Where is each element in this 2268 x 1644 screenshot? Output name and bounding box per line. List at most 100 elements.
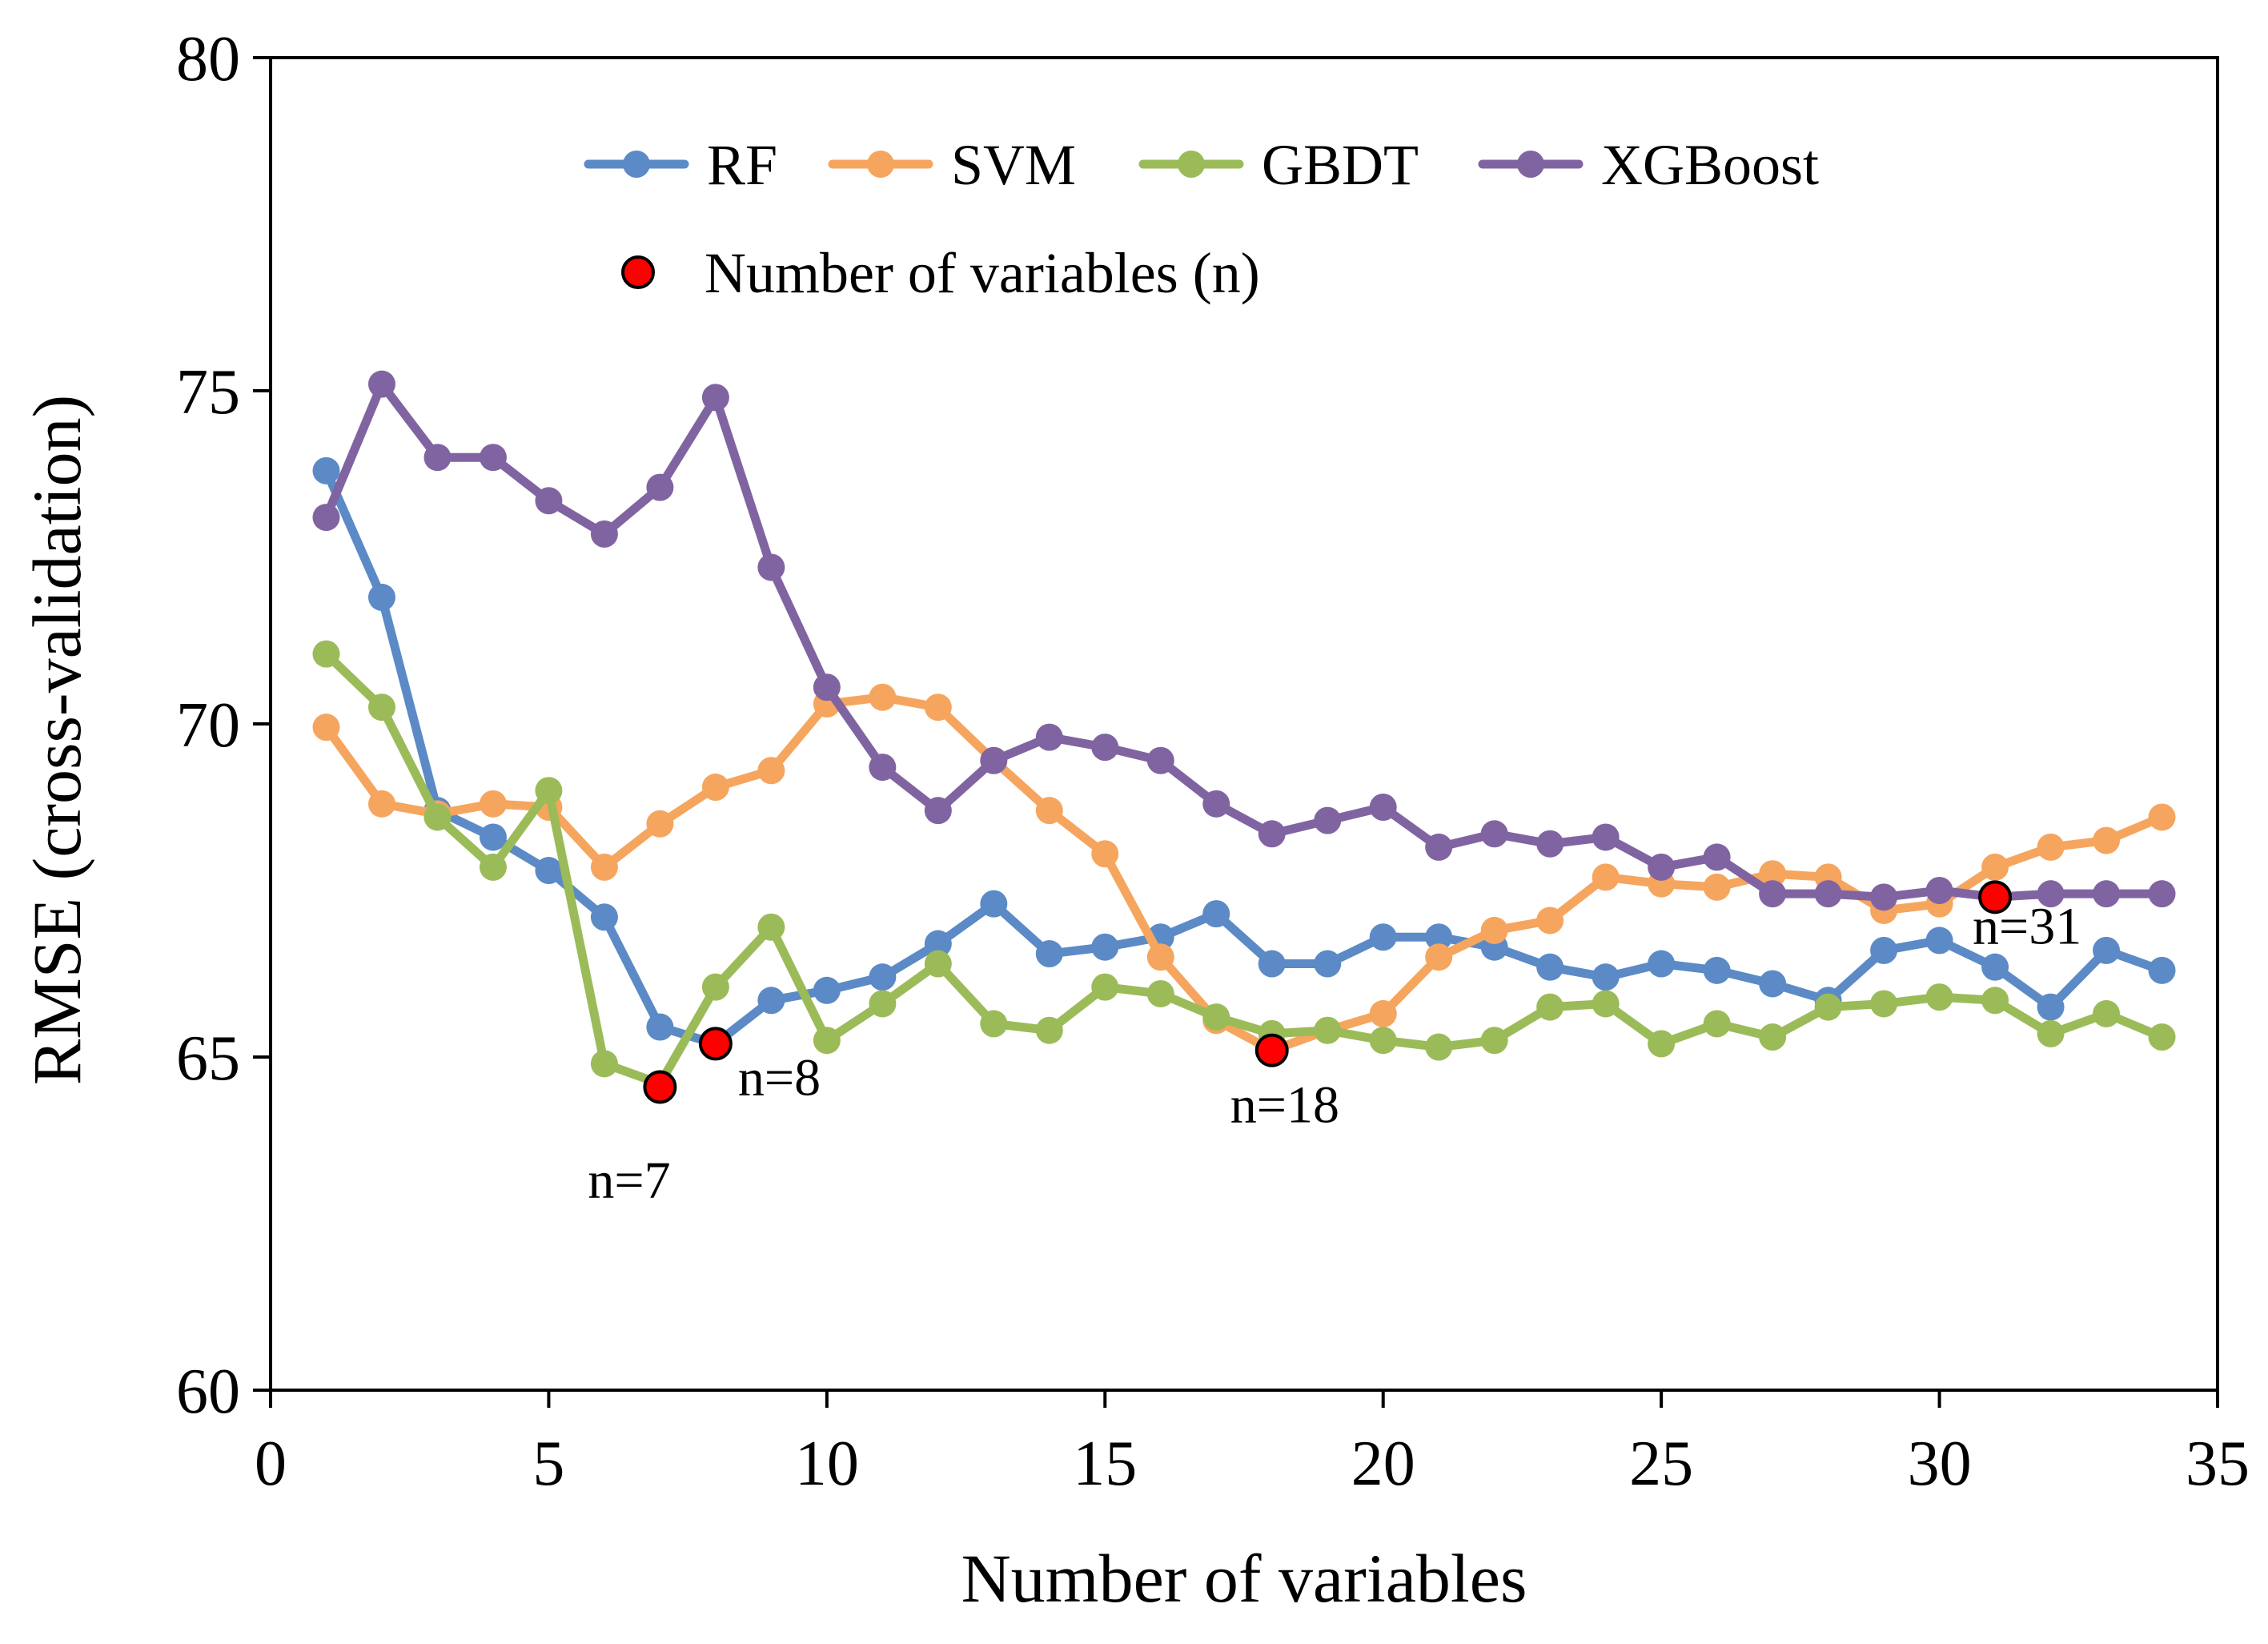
data-point-xgboost [590, 520, 618, 548]
highlight-label: n=18 [1230, 1076, 1339, 1135]
legend-swatch-marker [867, 151, 894, 178]
data-point-xgboost [423, 444, 452, 472]
data-point-xgboost [479, 444, 507, 472]
legend-item-xgboost: XGBoost [1478, 133, 1819, 197]
data-point-svm [2093, 826, 2121, 854]
data-point-xgboost [701, 384, 729, 412]
data-point-gbdt [869, 990, 897, 1018]
data-point-svm [367, 790, 395, 818]
data-point-xgboost [1648, 853, 1676, 881]
data-point-gbdt [2093, 999, 2121, 1027]
data-point-gbdt [367, 693, 395, 722]
legend-swatch-marker [1178, 151, 1205, 178]
data-point-svm [1035, 797, 1063, 825]
series-line-gbdt [321, 649, 2167, 1088]
data-point-gbdt [1369, 1027, 1397, 1055]
data-point-svm [590, 853, 618, 881]
data-point-xgboost [1703, 843, 1731, 871]
data-point-rf [312, 456, 340, 484]
data-point-gbdt [1759, 1023, 1787, 1051]
legend-label: RF [707, 133, 777, 197]
data-point-xgboost [924, 797, 952, 825]
data-point-rf [1091, 933, 1119, 961]
data-point-xgboost [535, 487, 563, 515]
data-point-svm [757, 757, 785, 785]
data-point-xgboost [2037, 880, 2065, 908]
data-point-gbdt [980, 1010, 1008, 1038]
x-tick-label: 35 [2186, 1429, 2250, 1499]
legend-item-highlight: Number of variables (n) [621, 241, 1260, 305]
data-point-rf [1369, 923, 1397, 951]
x-tick-label: 10 [795, 1429, 859, 1499]
legend: RF SVM GBDT XGBoost Number of variables (n) [584, 133, 1819, 305]
data-point-gbdt [813, 1027, 841, 1055]
data-point-svm [646, 810, 674, 838]
data-point-rf [1703, 956, 1731, 984]
data-point-gbdt [701, 973, 729, 1001]
data-point-xgboost [980, 746, 1008, 774]
data-point-xgboost [1146, 746, 1174, 774]
data-point-rf [1035, 940, 1063, 968]
legend-label: XGBoost [1601, 133, 1819, 197]
data-point-xgboost [646, 473, 674, 501]
legend-label: Number of variables (n) [704, 241, 1260, 305]
highlight-label: n=7 [588, 1151, 670, 1209]
data-point-gbdt [479, 853, 507, 881]
data-point-rf [2148, 956, 2176, 984]
series-line-xgboost [321, 380, 2167, 902]
data-point-xgboost [1425, 833, 1453, 861]
data-point-xgboost [2148, 880, 2176, 908]
highlight-point [1978, 880, 2013, 914]
data-point-xgboost [1536, 830, 1564, 858]
x-tick-label: 30 [1908, 1429, 1972, 1499]
data-point-xgboost [1925, 877, 1953, 904]
data-point-svm [2037, 833, 2065, 861]
data-point-rf [757, 987, 785, 1015]
data-point-svm [701, 774, 729, 802]
data-point-xgboost [1258, 820, 1286, 848]
data-point-gbdt [312, 640, 340, 668]
data-point-gbdt [1870, 990, 1898, 1018]
data-point-svm [1592, 863, 1620, 891]
x-tick-label: 25 [1629, 1429, 1693, 1499]
legend-swatch-marker [621, 255, 655, 289]
data-point-xgboost [367, 370, 395, 398]
highlight-layer: n=7 n=8 n=18 n=31 [588, 880, 2081, 1209]
data-point-rf [1648, 950, 1676, 978]
data-point-svm [1091, 840, 1119, 868]
data-point-rf [367, 583, 395, 611]
data-point-gbdt [1592, 990, 1620, 1018]
data-point-gbdt [423, 803, 452, 831]
data-point-gbdt [1146, 979, 1174, 1007]
y-tick-label: 80 [176, 24, 240, 94]
data-point-rf [1425, 923, 1453, 951]
data-point-rf [1202, 900, 1230, 928]
data-point-rf [1759, 970, 1787, 998]
highlight-point [643, 1070, 677, 1104]
data-point-svm [1425, 943, 1453, 971]
data-point-gbdt [1814, 993, 1842, 1021]
data-point-xgboost [2093, 880, 2121, 908]
data-point-gbdt [590, 1050, 618, 1078]
data-point-xgboost [1592, 823, 1620, 851]
data-point-svm [1703, 873, 1731, 901]
legend-swatch-marker [623, 151, 650, 178]
data-point-xgboost [1814, 880, 1842, 908]
data-point-gbdt [1925, 983, 1953, 1011]
data-point-rf [1536, 953, 1564, 981]
data-point-gbdt [1202, 1003, 1230, 1031]
data-point-svm [1480, 916, 1508, 944]
legend-swatch-marker [1517, 151, 1544, 178]
legend-item-rf: RF [584, 133, 777, 197]
data-point-gbdt [1648, 1030, 1676, 1058]
y-tick-label: 60 [176, 1357, 240, 1427]
data-point-xgboost [869, 754, 897, 782]
data-point-svm [479, 790, 507, 818]
data-point-svm [2148, 803, 2176, 831]
data-point-rf [1314, 950, 1342, 978]
data-point-gbdt [2148, 1023, 2176, 1051]
data-point-xgboost [1202, 790, 1230, 818]
series-rf [312, 456, 2176, 1058]
